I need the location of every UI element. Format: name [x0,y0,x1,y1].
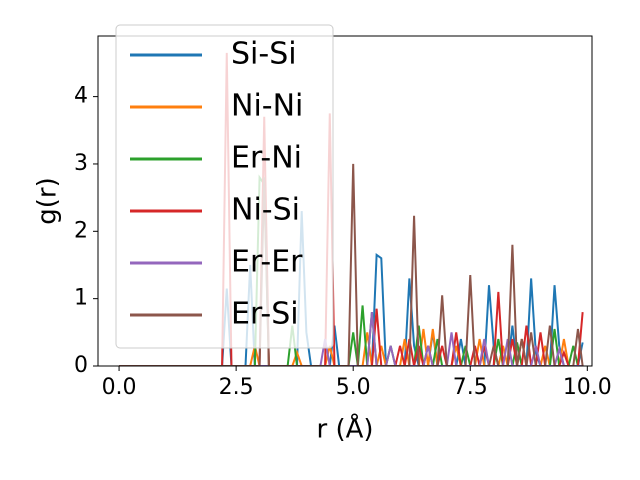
x-tick-label: 10.0 [563,375,612,400]
plot-lines [119,52,584,366]
y-tick-label: 2 [74,218,88,243]
plot-frame [97,35,593,367]
y-tick-label: 3 [74,151,88,176]
x-tick-label: 2.5 [219,375,254,400]
legend-label: Ni-Si [231,193,300,228]
y-tick-label: 1 [74,286,88,311]
series-line [119,163,584,366]
legend-label: Ni-Ni [231,89,303,124]
series-line [119,312,583,366]
x-tick-label: 7.5 [453,375,488,400]
legend-label: Er-Ni [231,141,302,176]
series-line [119,174,583,366]
y-tick-label: 4 [74,84,88,109]
x-axis-label: r (Å) [316,413,373,445]
y-axis-label: g(r) [33,177,63,224]
y-tick-label: 0 [74,353,88,378]
x-tick-label: 5.0 [336,375,371,400]
x-tick-label: 0.0 [102,375,137,400]
legend-label: Er-Er [231,245,303,280]
legend: Si-Si Ni-Ni Er-Ni Ni-Si Er-Er Er-Si [115,24,334,349]
legend-label: Si-Si [231,37,297,72]
legend-label: Er-Si [231,297,299,332]
legend-box [115,24,334,349]
